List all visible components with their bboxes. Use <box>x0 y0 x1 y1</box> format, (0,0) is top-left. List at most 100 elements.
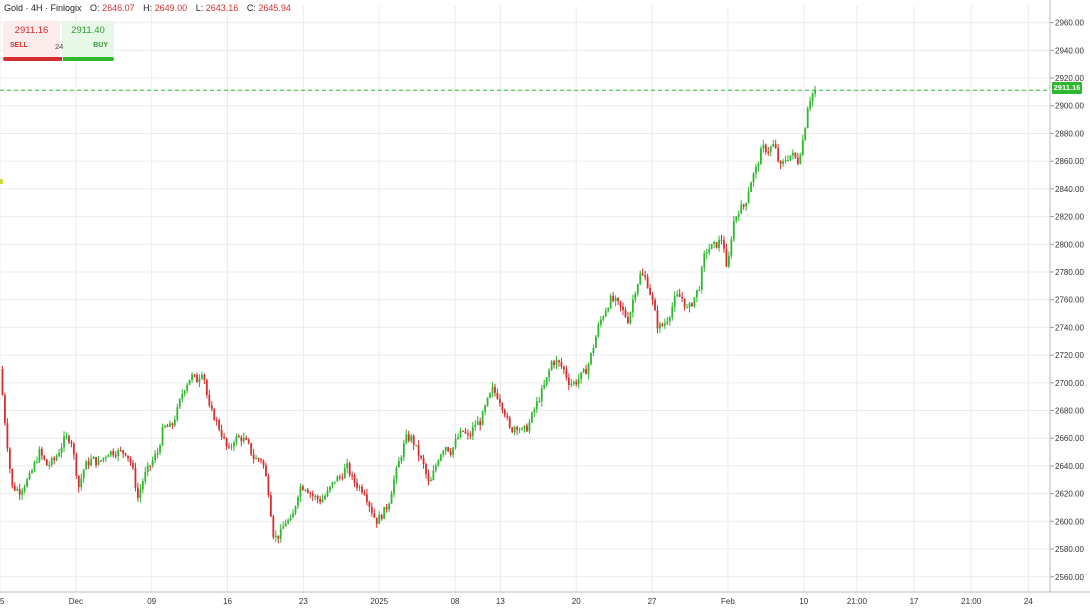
candle-body <box>624 310 627 317</box>
candle-body <box>607 308 610 311</box>
candle-body <box>388 503 390 510</box>
sell-button[interactable]: 2911.16 SELL <box>3 21 60 57</box>
candle-body <box>787 160 789 162</box>
candle-body <box>703 253 706 268</box>
high-label: H: <box>143 3 153 13</box>
close-value: 2645.94 <box>258 3 291 13</box>
candle-body <box>678 294 681 297</box>
candle-body <box>464 431 467 434</box>
candle-body <box>767 151 770 153</box>
candle-body <box>233 442 235 447</box>
candle-body <box>466 433 469 435</box>
candle-body <box>279 528 282 539</box>
candle-body <box>452 447 454 455</box>
candle-body <box>287 520 290 523</box>
candle-body <box>181 393 184 400</box>
candle-body <box>40 448 43 456</box>
candle-body <box>656 310 659 329</box>
y-tick-label: 2780.00 <box>1055 268 1084 277</box>
candle-body <box>506 415 509 418</box>
candle-body <box>375 517 378 524</box>
candle-body <box>447 447 450 452</box>
candle-body <box>139 489 142 498</box>
candle-body <box>336 476 339 482</box>
candle-body <box>597 324 600 337</box>
candle-body <box>119 450 122 452</box>
candle-body <box>316 496 319 500</box>
candle-body <box>782 161 784 164</box>
candle-body <box>77 475 80 488</box>
candle-body <box>688 303 691 308</box>
spread-value: 24 <box>55 42 64 51</box>
candle-body <box>671 306 674 318</box>
candle-body <box>16 489 19 491</box>
candle-body <box>201 374 203 379</box>
candle-body <box>240 437 243 442</box>
candle-body <box>82 469 85 479</box>
candle-body <box>370 506 373 514</box>
candle-body <box>727 255 730 267</box>
candle-body <box>385 507 388 510</box>
candle-body <box>792 152 794 156</box>
candle-body <box>777 148 780 162</box>
buy-button[interactable]: 2911.40 BUY <box>62 21 114 57</box>
candle-body <box>186 384 189 391</box>
candle-body <box>567 377 570 385</box>
candle-body <box>18 489 21 495</box>
candle-body <box>95 456 97 465</box>
candle-body <box>809 101 812 109</box>
candle-body <box>651 294 654 301</box>
candle-body <box>309 492 312 494</box>
candle-body <box>237 436 240 438</box>
candle-body <box>149 465 152 467</box>
candle-body <box>191 374 193 380</box>
y-tick-label: 2620.00 <box>1055 490 1084 499</box>
candle-body <box>612 295 615 302</box>
candle-body <box>220 429 223 437</box>
candle-body <box>420 455 422 458</box>
y-tick-label: 2560.00 <box>1055 573 1084 582</box>
candle-body <box>725 248 728 267</box>
candle-body <box>8 448 11 469</box>
candle-body <box>530 412 533 423</box>
y-tick-label: 2880.00 <box>1055 129 1084 138</box>
candle-body <box>378 514 381 524</box>
candle-body <box>159 445 161 453</box>
candle-body <box>38 448 41 462</box>
candle-body <box>543 384 546 389</box>
candle-body <box>533 409 536 413</box>
candle-body <box>595 336 597 348</box>
candle-body <box>112 451 115 456</box>
candle-body <box>65 436 68 438</box>
candle-body <box>269 495 272 517</box>
left-edge-marker <box>0 179 3 184</box>
candle-body <box>324 495 326 500</box>
candle-body <box>319 499 322 503</box>
candle-body <box>85 461 88 470</box>
candle-body <box>698 289 701 291</box>
candle-body <box>799 154 802 164</box>
x-tick-label: Dec <box>69 597 83 606</box>
candle-body <box>252 454 255 460</box>
y-tick-label: 2960.00 <box>1055 19 1084 28</box>
candle-body <box>213 408 216 421</box>
candle-body <box>390 493 393 504</box>
x-tick-label: 21:00 <box>961 597 982 606</box>
candle-body <box>681 296 684 299</box>
candle-body <box>636 284 639 294</box>
candle-body <box>668 317 671 322</box>
candle-body <box>151 460 154 466</box>
candle-body <box>686 307 688 309</box>
candle-body <box>784 160 787 162</box>
candle-body <box>750 182 752 192</box>
candle-body <box>747 191 750 203</box>
candle-body <box>760 148 762 165</box>
candle-body <box>449 451 452 455</box>
candle-body <box>294 506 297 514</box>
candle-body <box>6 423 9 449</box>
candle-body <box>631 299 634 313</box>
candle-body <box>602 316 605 320</box>
candle-body <box>752 173 755 183</box>
candle-body <box>796 157 799 164</box>
